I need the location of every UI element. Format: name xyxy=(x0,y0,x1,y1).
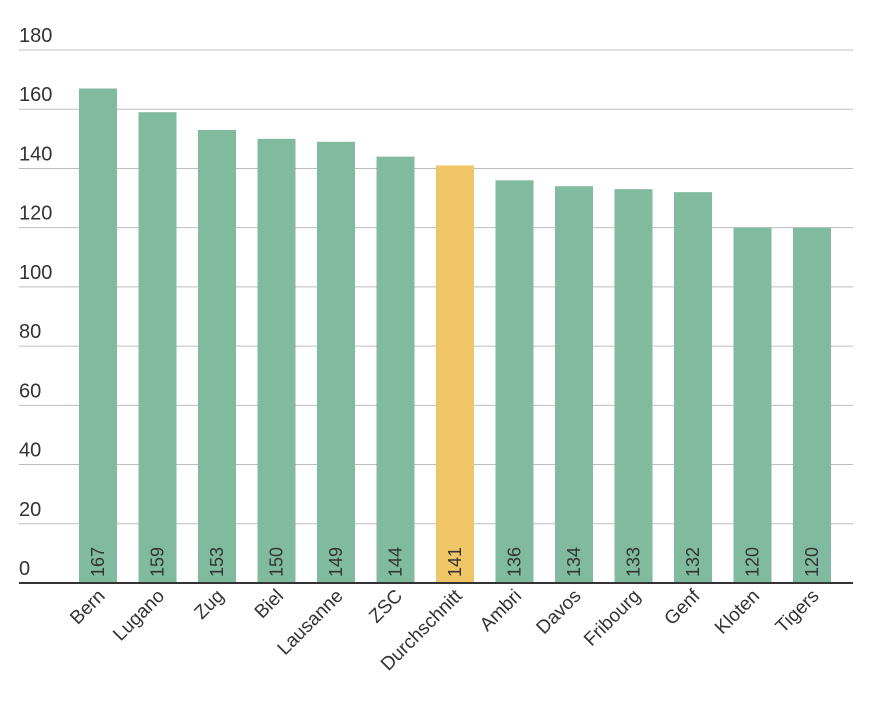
bars xyxy=(79,88,831,584)
x-tick-label: Kloten xyxy=(711,586,764,639)
bar-value-label: 144 xyxy=(386,547,406,577)
x-tick-label: Lausanne xyxy=(274,586,348,660)
bar-value-label: 153 xyxy=(207,547,227,577)
bar xyxy=(793,227,831,583)
y-tick-label: 40 xyxy=(19,440,41,462)
y-tick-label: 60 xyxy=(19,380,41,402)
y-tick-label: 20 xyxy=(19,499,41,521)
x-tick-label: Lugano xyxy=(109,586,169,646)
y-tick-label: 80 xyxy=(19,321,41,343)
bar-value-label: 132 xyxy=(683,547,703,577)
y-tick-label: 180 xyxy=(19,25,52,47)
bar xyxy=(376,156,415,583)
y-axis-tick-labels: 0 20 40 60 80 100 120 140 160 180 xyxy=(19,25,52,580)
bar-value-label: 134 xyxy=(564,547,584,577)
y-tick-label: 0 xyxy=(19,558,30,580)
bar-value-label: 133 xyxy=(624,547,644,577)
bar xyxy=(495,180,534,584)
y-tick-label: 100 xyxy=(19,262,52,284)
bar-value-label: 120 xyxy=(743,547,763,577)
x-tick-label: Tigers xyxy=(772,586,824,638)
bar-value-label: 167 xyxy=(88,547,108,577)
x-tick-label: ZSC xyxy=(365,586,407,628)
bar xyxy=(614,189,653,583)
bar xyxy=(555,186,593,583)
y-tick-label: 140 xyxy=(19,143,52,165)
x-tick-label: Davos xyxy=(533,586,586,639)
bar-value-label: 141 xyxy=(445,547,465,577)
bar xyxy=(257,138,296,584)
x-tick-label: Biel xyxy=(251,586,288,623)
bar xyxy=(198,129,236,583)
bar-value-labels: 167 159 153 150 149 144 141 136 134 133 132 120 120 xyxy=(88,547,822,577)
bar xyxy=(733,227,772,583)
bar xyxy=(674,192,712,583)
y-tick-label: 120 xyxy=(19,203,52,225)
bar-value-label: 159 xyxy=(148,547,168,577)
bar-value-label: 149 xyxy=(326,547,346,577)
x-tick-label: Bern xyxy=(66,586,109,629)
bar-value-label: 136 xyxy=(505,547,525,577)
bar-value-label: 150 xyxy=(267,547,287,577)
x-tick-label: Fribourg xyxy=(580,586,645,651)
bar-value-label: 120 xyxy=(802,547,822,577)
x-tick-label: Ambri xyxy=(476,586,526,636)
x-tick-label: Zug xyxy=(191,586,229,624)
y-tick-label: 160 xyxy=(19,84,52,106)
x-tick-label: Genf xyxy=(661,585,705,629)
bar xyxy=(79,88,117,583)
bar xyxy=(138,112,177,583)
bar xyxy=(436,165,474,583)
bar xyxy=(317,141,355,584)
